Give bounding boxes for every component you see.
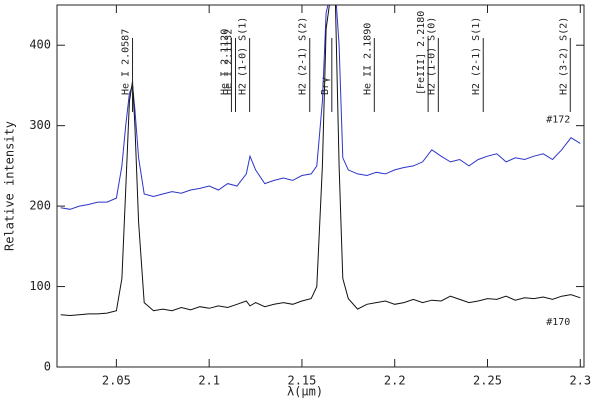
x-tick-label: 2.3 xyxy=(569,374,591,388)
y-tick-label: 100 xyxy=(29,279,51,293)
series-line xyxy=(60,5,581,317)
annotation-label: He I 2.0587 xyxy=(121,29,132,95)
plot-area xyxy=(60,5,581,317)
annotation-label: H2 (2-1) S(1) xyxy=(471,17,482,95)
annotation-label: H2 (1-0) S(1) xyxy=(238,17,249,95)
x-tick-label: 2.15 xyxy=(287,374,316,388)
x-tick-label: 2.25 xyxy=(473,374,502,388)
x-tick-label: 2.2 xyxy=(384,374,406,388)
annotation-label: He I 2.1120 xyxy=(219,29,230,95)
plot-frame xyxy=(56,4,585,368)
x-tick-label: 2.1 xyxy=(198,374,220,388)
series-label: #172 xyxy=(546,114,570,125)
y-tick-label: 300 xyxy=(29,118,51,132)
annotation-label: He I 2.1132 xyxy=(224,29,235,95)
y-axis-label: Relative intensity xyxy=(3,121,17,251)
y-tick-label: 400 xyxy=(29,38,51,52)
x-tick-label: 2.05 xyxy=(102,374,131,388)
y-tick-label: 0 xyxy=(44,360,51,374)
annotation-label: H2 (3-2) S(2) xyxy=(558,17,569,95)
annotation-label: He II 2.1890 xyxy=(362,23,373,95)
annotation-label: [FeIII] 2.2180 xyxy=(416,11,427,95)
series-line xyxy=(60,5,581,210)
series-label: #170 xyxy=(546,317,570,328)
annotation-label: H2 (1-0) S(0) xyxy=(426,17,437,95)
annotation-label: H2 (2-1) S(2) xyxy=(298,17,309,95)
annotation-label: Brγ xyxy=(320,77,331,95)
x-axis-label: λ(μm) xyxy=(287,385,323,399)
y-tick-label: 200 xyxy=(29,199,51,213)
